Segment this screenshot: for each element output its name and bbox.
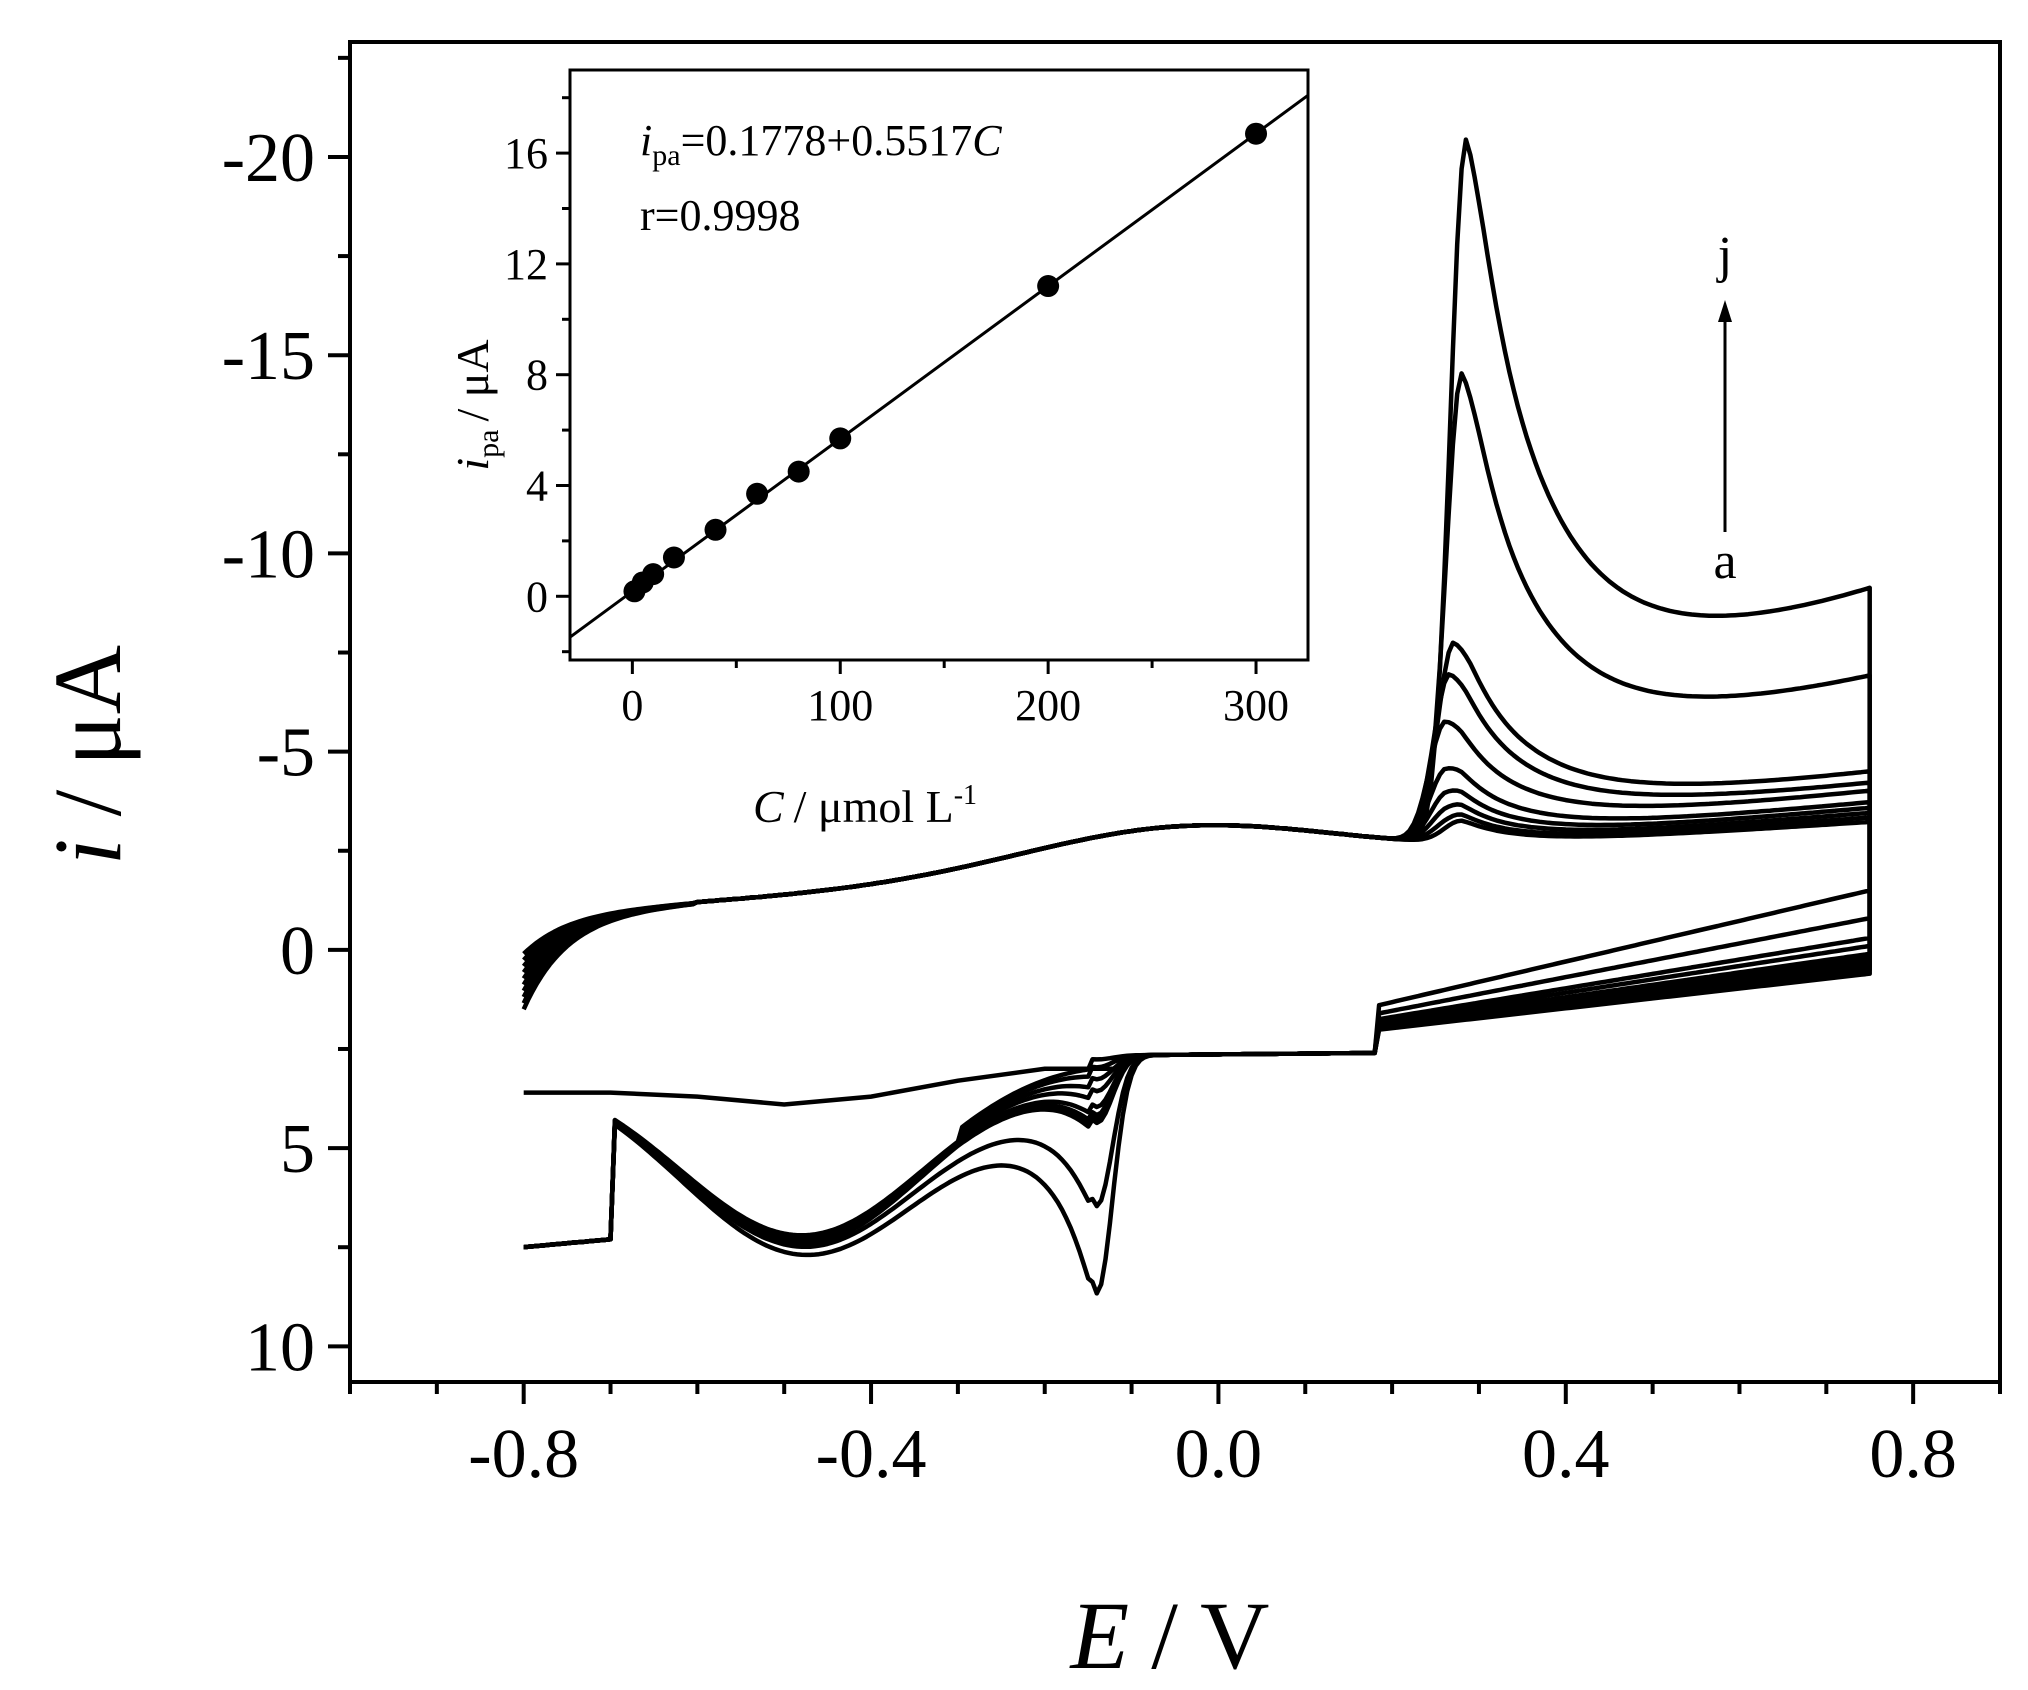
inset-equation: ipa=0.1778+0.5517C [640,116,1002,172]
inset-r-value: r=0.9998 [640,191,800,240]
inset-data-point [746,482,769,505]
main-y-tick-label: 10 [245,1309,315,1386]
arrow-start-label: a [1713,533,1736,590]
inset-x-tick-label: 100 [807,681,873,730]
inset-y-tick-label: 16 [504,129,548,178]
equation-var2: C [972,116,1002,165]
main-y-tick-label: -20 [222,120,315,197]
main-y-tick-label: 0 [280,913,315,990]
inset-data-point [787,460,810,483]
inset-y-sub: pa [472,430,505,458]
main-y-tick-label: -5 [257,715,315,792]
main-x-tick-label: 0.4 [1522,1416,1610,1493]
inset-data-point [642,563,665,586]
main-y-axis-label: i / μA [34,645,141,865]
inset-y-var: i [447,458,498,471]
main-axes [328,55,2002,1404]
inset-data-point [1037,275,1060,298]
inset-plot-frame [568,68,1310,662]
equation-rest: =0.1778+0.5517 [681,116,973,165]
inset-y-unit: / μA [447,339,498,421]
inset-axes [556,96,1258,674]
main-x-tick-label: 0.8 [1869,1416,1957,1493]
arrow-head [1718,300,1732,322]
inset-y-axis-label: ipa / μA [447,339,505,470]
main-y-tick-label: -15 [222,318,315,395]
main-y-tick-label: -10 [222,516,315,593]
inset-y-tick-label: 0 [526,572,548,621]
main-x-tick-label: -0.8 [468,1416,579,1493]
main-x-tick-label: 0.0 [1175,1416,1263,1493]
inset-y-tick-label: 8 [526,351,548,400]
main-x-axis-label: E / V [1069,1582,1270,1685]
series-arrow: a j [1713,227,1736,590]
arrow-end-label: j [1716,227,1732,284]
main-x-tick-label: -0.4 [816,1416,927,1493]
equation-sub: pa [652,139,680,172]
main-curves [521,137,1872,1296]
main-y-var: i [34,838,141,865]
inset-x-tick-label: 200 [1015,681,1081,730]
inset-data-point [1245,122,1268,145]
cv-curve-j [521,137,1872,1296]
inset-data-point [829,427,852,450]
inset-tick-labels: 0 100 200 300 0 4 8 12 16 [504,129,1289,730]
inset-points [623,122,1268,603]
main-y-unit: / μA [34,645,141,816]
inset-data-point [704,518,727,541]
main-x-unit: / V [1151,1582,1269,1685]
inset-x-tick-label: 0 [621,681,643,730]
inset-y-tick-label: 12 [504,240,548,289]
inset-x-axis-label: C / μmol L-1 [753,780,977,832]
equation-var: i [640,116,652,165]
inset-x-tick-label: 300 [1223,681,1289,730]
main-y-tick-label: 5 [280,1111,315,1188]
inset-data-point [662,546,685,569]
main-plot-frame [348,40,2002,1384]
inset-x-var: C [753,781,785,832]
cv-extra-trace [523,1066,1115,1107]
main-x-var: E [1069,1582,1130,1685]
inset-x-sup: -1 [954,780,977,811]
inset-fit-line [569,94,1309,639]
inset-x-unit: / μmol L [794,781,954,832]
inset-y-tick-label: 4 [526,461,548,510]
